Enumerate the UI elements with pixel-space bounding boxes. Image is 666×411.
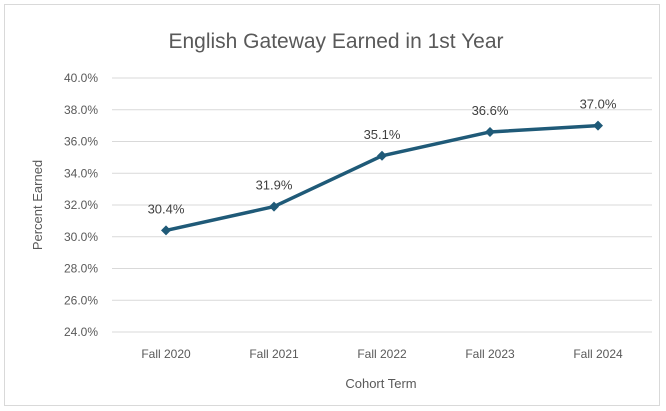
y-tick-label: 32.0% — [64, 198, 98, 212]
y-tick-label: 24.0% — [64, 325, 98, 339]
y-axis-ticks: 24.0% 26.0% 28.0% 30.0% 32.0% 34.0% 36.0% 38.0%… — [64, 71, 98, 339]
data-point-marker — [593, 120, 603, 131]
gridlines — [112, 77, 652, 333]
data-labels: 30.4% 31.9% 35.1% 36.6% 37.0% — [148, 97, 617, 217]
x-tick-label: Fall 2024 — [573, 347, 623, 361]
x-tick-label: Fall 2022 — [357, 347, 407, 361]
x-axis-ticks: Fall 2020 Fall 2021 Fall 2022 Fall 2023 Fall… — [141, 347, 623, 361]
y-axis-title: Percent Earned — [30, 160, 45, 250]
x-tick-label: Fall 2021 — [249, 347, 299, 361]
data-point-marker — [377, 150, 387, 161]
data-label: 30.4% — [148, 201, 185, 216]
y-tick-label: 30.0% — [64, 230, 98, 244]
data-point-marker — [485, 126, 495, 137]
data-label: 36.6% — [472, 103, 509, 118]
y-tick-label: 26.0% — [64, 293, 98, 307]
y-tick-label: 34.0% — [64, 166, 98, 180]
data-label: 37.0% — [580, 97, 617, 112]
chart-title: English Gateway Earned in 1st Year — [168, 30, 503, 53]
data-point-marker — [269, 201, 279, 212]
series-group — [161, 120, 603, 236]
y-tick-label: 28.0% — [64, 262, 98, 276]
y-tick-label: 38.0% — [64, 103, 98, 117]
x-tick-label: Fall 2020 — [141, 347, 191, 361]
y-tick-label: 40.0% — [64, 71, 98, 85]
data-point-marker — [161, 225, 171, 236]
data-label: 35.1% — [364, 127, 401, 142]
data-label: 31.9% — [256, 178, 293, 193]
x-axis-title: Cohort Term — [345, 376, 416, 391]
x-tick-label: Fall 2023 — [465, 347, 515, 361]
y-tick-label: 36.0% — [64, 135, 98, 149]
